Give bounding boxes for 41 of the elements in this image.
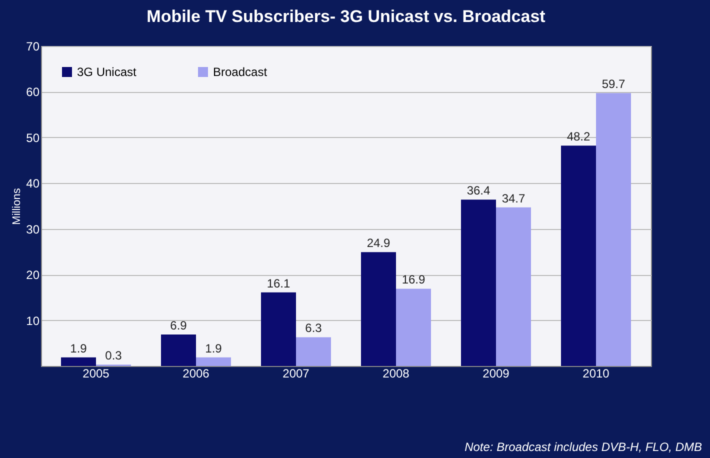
data-label: 16.9	[402, 272, 426, 287]
bar	[161, 334, 196, 366]
data-label: 59.7	[602, 77, 626, 92]
data-label: 1.9	[70, 341, 88, 356]
y-tick-label: 10	[26, 314, 40, 328]
data-label: 1.9	[205, 341, 222, 356]
bar	[361, 252, 396, 366]
legend-label: Broadcast	[213, 65, 268, 79]
y-tick-label: 70	[26, 40, 40, 54]
text: Note: Broadcast includes DVB-H, FLO, DMB	[464, 440, 702, 454]
bar	[396, 288, 431, 366]
x-tick-label: 2006	[182, 366, 210, 380]
x-tick-label: 2009	[482, 366, 510, 380]
data-label: 6.9	[170, 318, 188, 332]
bar	[596, 93, 631, 366]
data-label: 16.1	[266, 276, 290, 290]
bar	[261, 292, 296, 366]
data-label: 0.3	[105, 348, 122, 363]
data-label: 6.3	[305, 321, 322, 336]
y-tick-label: 60	[26, 85, 40, 100]
data-label: 34.7	[502, 191, 526, 206]
y-tick-label: 40	[26, 176, 40, 191]
data-label: 24.9	[366, 236, 390, 250]
x-tick-label: 2005	[82, 366, 110, 380]
x-tick-label: 2007	[282, 366, 310, 380]
data-label: 36.4	[466, 184, 490, 198]
y-axis-title: Millions	[11, 188, 24, 225]
bar	[496, 207, 531, 366]
y-tick-label: 20	[26, 268, 40, 282]
chart-title: Mobile TV Subscribers- 3G Unicast vs. Broadcast	[146, 7, 546, 26]
bar	[296, 337, 331, 366]
data-label: 48.2	[566, 130, 590, 144]
y-tick-label: 50	[26, 130, 40, 145]
bar	[461, 200, 496, 366]
bar	[61, 357, 96, 366]
bar	[561, 146, 596, 366]
bar	[196, 357, 231, 366]
x-tick-label: 2010	[582, 366, 610, 380]
y-tick-label: 30	[26, 222, 40, 236]
x-tick-label: 2008	[382, 366, 410, 380]
legend-label: 3G Unicast	[77, 65, 138, 79]
